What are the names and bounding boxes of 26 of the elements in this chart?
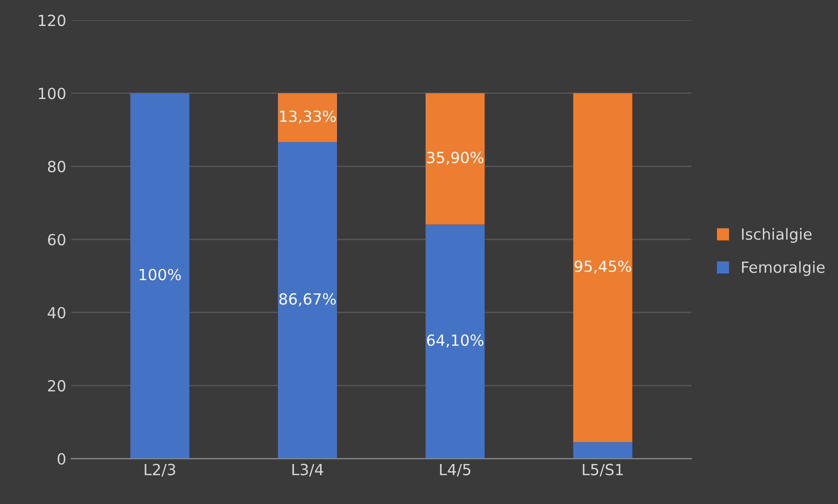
y-tick-label: 60	[48, 234, 66, 246]
x-tick-label: L5/S1	[582, 464, 623, 477]
bar	[278, 142, 337, 459]
y-tick-label: 0	[58, 453, 66, 465]
y-tick-label: 120	[38, 14, 66, 26]
data-label: 86,67%	[279, 293, 336, 306]
bar	[130, 93, 190, 459]
data-label: 64,10%	[427, 334, 484, 348]
legend-label: Femoralgie	[742, 261, 825, 276]
bar	[426, 224, 485, 459]
data-label: 13,33%	[280, 110, 336, 124]
y-tick-label: 80	[48, 160, 66, 172]
bar	[278, 93, 337, 142]
x-tick-label: L4/5	[440, 464, 470, 477]
data-label: 95,45%	[574, 260, 632, 274]
bar	[426, 93, 485, 224]
bar	[573, 442, 632, 459]
x-tick-label: L2/3	[144, 464, 176, 477]
y-tick-label: 40	[48, 306, 66, 318]
y-tick-label: 100	[38, 88, 66, 100]
x-tick-label: L3/4	[292, 464, 324, 477]
data-label: 35,90%	[427, 152, 484, 165]
y-tick-label: 20	[48, 380, 66, 392]
bar	[573, 93, 632, 442]
data-label: 100%	[140, 268, 181, 280]
legend-label: Ischialgie	[742, 228, 812, 243]
